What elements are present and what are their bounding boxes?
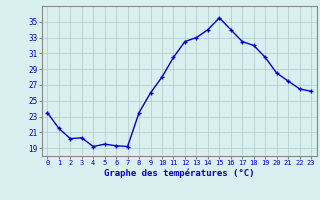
X-axis label: Graphe des températures (°C): Graphe des températures (°C): [104, 169, 254, 178]
